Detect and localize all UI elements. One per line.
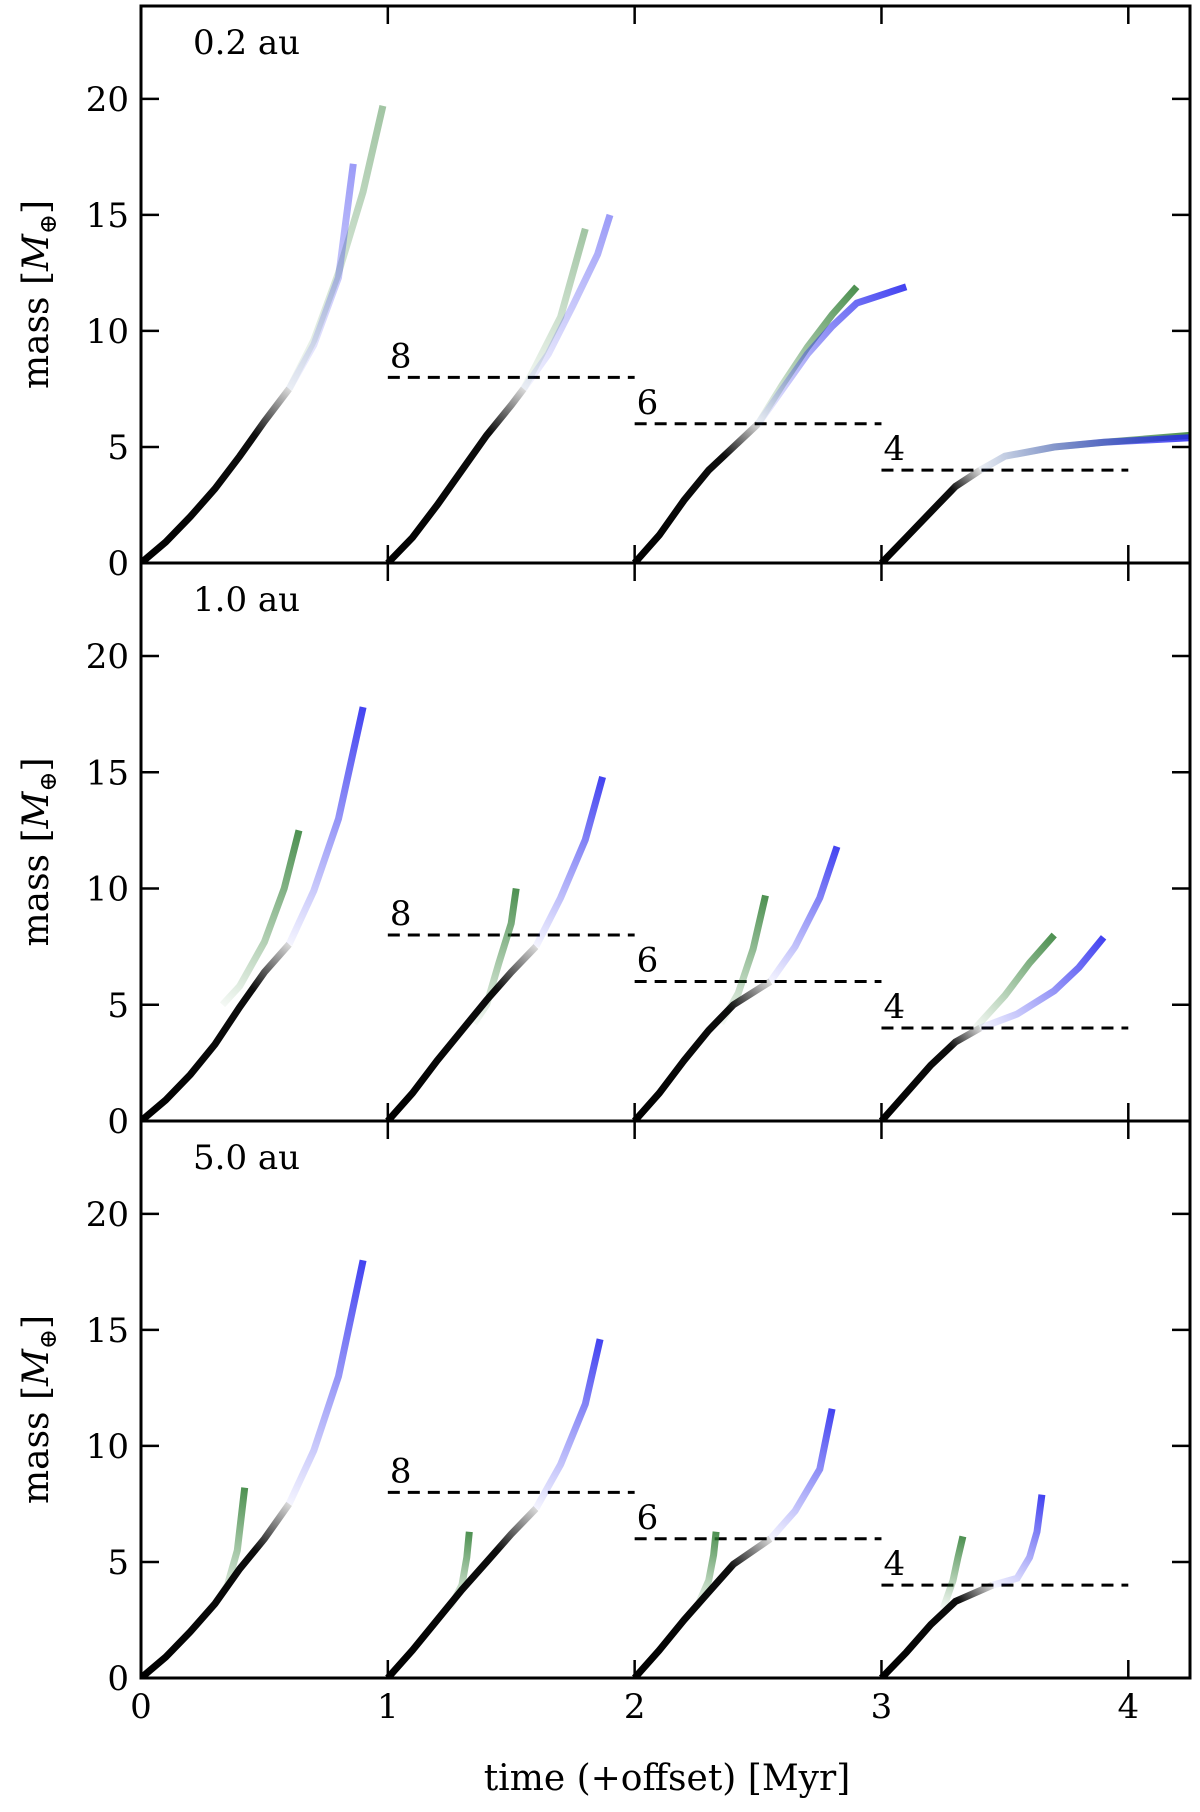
core-series-line (631, 1535, 773, 1678)
x-axis-label: time (+offset) [Myr] (484, 1758, 851, 1799)
core-series-line (385, 386, 527, 563)
blue-series-line (520, 213, 614, 391)
core-series-line (878, 467, 983, 563)
core-series-line (141, 1501, 292, 1678)
core-series-line (631, 978, 773, 1121)
y-axis-label: mass [M⊕] (16, 757, 62, 946)
core-series-line (385, 1506, 539, 1678)
green-series-line (471, 888, 520, 1026)
blue-series-line (978, 935, 1107, 1032)
threshold-label: 4 (883, 987, 905, 1027)
y-tick-label: 10 (86, 1427, 129, 1467)
threshold-label: 4 (883, 429, 905, 469)
y-tick-label: 0 (107, 1102, 129, 1142)
threshold-label: 8 (390, 1451, 412, 1491)
y-tick-label: 5 (107, 428, 129, 468)
blue-series-line (767, 845, 841, 984)
blue-series-line (285, 706, 367, 946)
blue-series-line (755, 283, 908, 426)
core-series-line (878, 1581, 994, 1678)
panel-label: 0.2 au (193, 23, 300, 63)
green-series-line (717, 894, 769, 1026)
core-series-line (385, 944, 539, 1121)
green-series-line (972, 932, 1057, 1031)
blue-series-line (991, 1494, 1046, 1589)
y-tick-label: 0 (107, 544, 129, 584)
panel-data (141, 706, 1129, 1121)
y-tick-label: 15 (86, 196, 129, 236)
threshold-label: 4 (883, 1544, 905, 1584)
y-tick-label: 0 (107, 1659, 129, 1699)
x-tick-label: 4 (1117, 1687, 1139, 1727)
panel-frame (139, 4, 1192, 565)
blue-series-line (767, 1408, 836, 1542)
y-tick-label: 5 (107, 986, 129, 1026)
panel-data (141, 1259, 1129, 1678)
panel-1: 0 5 10 15 20 mass [M⊕] 0.2 au 8 6 4 (16, 4, 1192, 584)
y-tick-label: 20 (86, 637, 129, 677)
y-axis-label: mass [M⊕] (16, 1315, 62, 1504)
panel-label: 5.0 au (193, 1138, 300, 1178)
y-axis-label: mass [M⊕] (16, 200, 62, 389)
panel-2: 0 5 10 15 20 mass [M⊕] 1.0 au 8 6 4 (16, 561, 1192, 1142)
threshold-label: 6 (637, 383, 659, 423)
green-series-line (939, 1535, 967, 1610)
blue-series-line (532, 1338, 604, 1511)
blue-series-line (285, 1259, 367, 1506)
core-series-line (631, 421, 761, 563)
blue-series-line (286, 163, 357, 391)
x-tick-label: 2 (624, 1687, 646, 1727)
panel-3: 0 1 2 3 4 0 5 10 15 20 mass [M⊕] 5.0 au 8 6 4 (16, 1119, 1192, 1727)
panel-data (141, 105, 1190, 563)
threshold-label: 8 (390, 336, 412, 376)
y-tick-label: 5 (107, 1543, 129, 1583)
green-series-line (520, 227, 589, 391)
blue-series-line (532, 775, 606, 949)
panel-label: 1.0 au (193, 580, 300, 620)
green-series-line (285, 105, 387, 391)
y-tick-label: 10 (86, 870, 129, 910)
x-tick-label: 3 (871, 1687, 893, 1727)
core-series-line (141, 386, 292, 563)
x-tick-label: 0 (130, 1687, 152, 1727)
y-tick-label: 15 (86, 1311, 129, 1351)
threshold-label: 6 (637, 941, 659, 981)
threshold-label: 8 (390, 894, 412, 934)
y-tick-label: 15 (86, 753, 129, 793)
y-tick-label: 20 (86, 80, 129, 120)
y-tick-label: 10 (86, 312, 129, 352)
blue-series-line (978, 434, 1190, 474)
y-tick-label: 20 (86, 1195, 129, 1235)
core-series-line (141, 941, 292, 1121)
x-tick-label: 1 (377, 1687, 399, 1727)
panel-frame (139, 1119, 1192, 1680)
core-series-line (878, 1024, 982, 1121)
threshold-label: 6 (637, 1498, 659, 1538)
green-series-line (219, 829, 303, 1008)
